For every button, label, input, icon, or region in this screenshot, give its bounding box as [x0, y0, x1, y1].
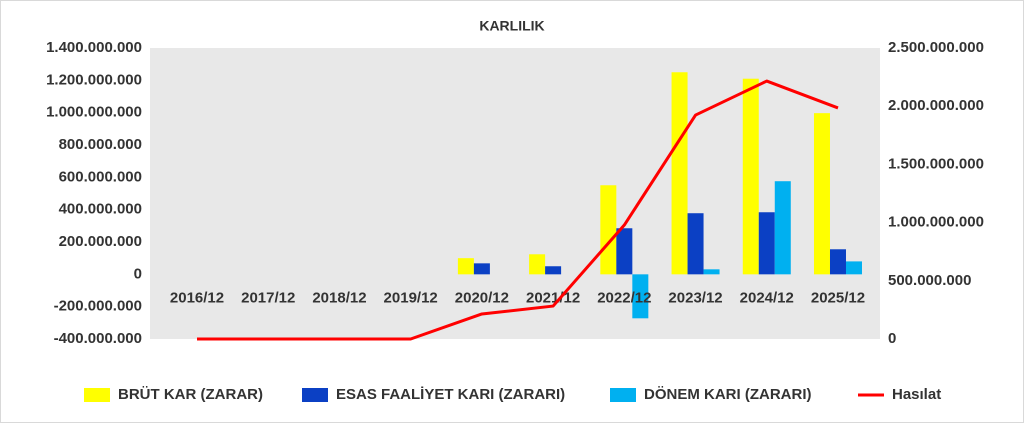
y-tick-label: 500.000.000	[888, 272, 971, 289]
legend-label: BRÜT KAR (ZARAR)	[118, 386, 263, 403]
legend-label: DÖNEM KARI (ZARARI)	[644, 386, 811, 403]
y-tick-label: 2.000.000.000	[888, 97, 984, 114]
x-tick-label: 2024/12	[740, 289, 794, 306]
bar	[742, 78, 759, 275]
bar	[687, 213, 704, 275]
y-tick-label: 200.000.000	[59, 233, 142, 250]
bar	[632, 274, 649, 319]
x-tick-label: 2023/12	[668, 289, 722, 306]
bar	[545, 266, 562, 275]
y-tick-label: 1.000.000.000	[888, 214, 984, 231]
y-tick-label: -200.000.000	[54, 298, 142, 315]
legend-label: ESAS FAALİYET KARI (ZARARI)	[336, 386, 565, 403]
x-tick-label: 2025/12	[811, 289, 865, 306]
x-tick-label: 2020/12	[455, 289, 509, 306]
bar	[758, 212, 775, 275]
x-tick-label: 2018/12	[312, 289, 366, 306]
y-tick-label: 1.000.000.000	[46, 104, 142, 121]
y-tick-label: 400.000.000	[59, 201, 142, 218]
bar	[813, 113, 830, 275]
y-tick-label: 2.500.000.000	[888, 39, 984, 56]
bar	[457, 258, 474, 275]
bar	[671, 72, 688, 275]
x-tick-label: 2019/12	[384, 289, 438, 306]
x-tick-label: 2016/12	[170, 289, 224, 306]
line	[197, 79, 839, 341]
bar	[473, 263, 490, 275]
legend-swatch	[84, 388, 110, 402]
bar	[845, 261, 862, 275]
y-tick-label: 0	[888, 330, 896, 347]
bar	[600, 185, 617, 275]
bar	[529, 254, 546, 275]
x-tick-label: 2021/12	[526, 289, 580, 306]
legend-swatch	[302, 388, 328, 402]
y-tick-label: 600.000.000	[59, 168, 142, 185]
x-tick-label: 2017/12	[241, 289, 295, 306]
y-tick-label: 1.500.000.000	[888, 155, 984, 172]
bar	[703, 269, 720, 275]
bar	[774, 181, 791, 275]
bar	[829, 249, 846, 275]
y-tick-label: -400.000.000	[54, 330, 142, 347]
chart-title: KARLILIK	[479, 18, 544, 34]
y-tick-label: 800.000.000	[59, 136, 142, 153]
x-tick-label: 2022/12	[597, 289, 651, 306]
legend-swatch	[610, 388, 636, 402]
bar	[616, 228, 633, 275]
legend-label: Hasılat	[892, 386, 941, 403]
y-tick-label: 0	[134, 265, 142, 282]
y-tick-label: 1.400.000.000	[46, 39, 142, 56]
y-tick-label: 1.200.000.000	[46, 71, 142, 88]
